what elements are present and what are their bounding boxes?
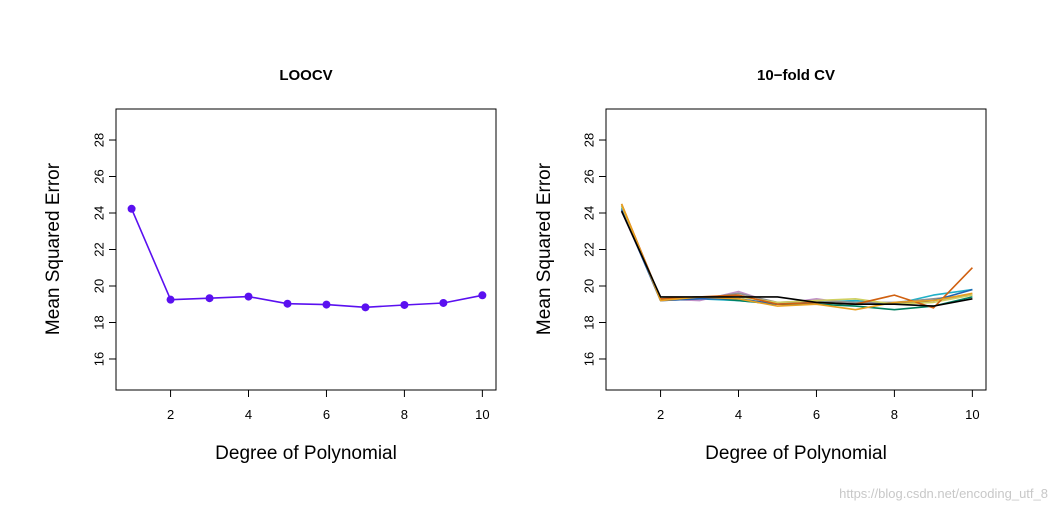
kfold-x-axis-title: Degree of Polynomial (705, 443, 887, 464)
kfold-x-tick-label: 6 (813, 407, 820, 422)
loocv-x-axis-title: Degree of Polynomial (215, 443, 397, 464)
loocv-plot-frame (115, 108, 497, 391)
loocv-x-tick-label: 6 (323, 407, 330, 422)
kfold-x-tick-label: 10 (965, 407, 979, 422)
kfold-y-tick-label: 26 (582, 169, 597, 183)
loocv-title: LOOCV (279, 67, 332, 84)
loocv-data-point (361, 303, 370, 312)
kfold-series-line-run1 (620, 207, 973, 306)
loocv-data-point (166, 295, 175, 304)
kfold-y-axis: 16 18 20 22 24 26 28 (582, 133, 606, 366)
kfold-series-line-run9 (620, 210, 973, 307)
kfold-x-axis: 2 4 6 8 10 (657, 390, 980, 422)
kfold-series-line-run3 (620, 210, 973, 306)
kfold-series-line-run6 (620, 205, 973, 306)
loocv-y-tick-label: 26 (92, 169, 107, 183)
loocv-y-tick-label: 28 (92, 133, 107, 147)
loocv-x-tick-label: 2 (167, 407, 174, 422)
kfold-x-tick-label: 2 (657, 407, 664, 422)
loocv-x-tick-label: 8 (401, 407, 408, 422)
loocv-data-point (127, 204, 136, 213)
kfold-x-tick-label: 4 (735, 407, 742, 422)
loocv-data-point (478, 291, 487, 300)
loocv-data-point (400, 300, 409, 309)
kfold-x-tick-label: 8 (891, 407, 898, 422)
loocv-data-point (322, 300, 331, 309)
kfold-plot-frame (605, 108, 987, 391)
loocv-y-axis: 16 18 20 22 24 26 28 (92, 133, 116, 366)
loocv-y-tick-label: 24 (92, 206, 107, 220)
loocv-data-point (205, 294, 214, 303)
kfold-y-tick-label: 16 (582, 352, 597, 366)
kfold-series (620, 203, 973, 311)
kfold-series-line-run2 (620, 205, 973, 311)
loocv-y-tick-label: 18 (92, 315, 107, 329)
loocv-data-point (244, 292, 253, 301)
kfold-y-tick-label: 28 (582, 133, 597, 147)
loocv-data-point (439, 298, 448, 307)
kfold-series-line-run5 (620, 209, 973, 306)
kfold-y-tick-label: 20 (582, 279, 597, 293)
loocv-x-tick-label: 4 (245, 407, 252, 422)
loocv-x-tick-label: 10 (475, 407, 489, 422)
kfold-y-tick-label: 18 (582, 315, 597, 329)
loocv-y-tick-label: 20 (92, 279, 107, 293)
kfold-series-line-run8 (620, 203, 973, 311)
kfold-series-line-run7 (620, 203, 973, 309)
kfold-y-tick-label: 24 (582, 206, 597, 220)
loocv-y-tick-label: 22 (92, 242, 107, 256)
kfold-series-line-run4 (620, 209, 973, 304)
kfold-y-tick-label: 22 (582, 242, 597, 256)
loocv-data-point (283, 299, 292, 308)
loocv-series (127, 204, 487, 312)
kfold-title: 10−fold CV (757, 67, 835, 84)
kfold-y-axis-title: Mean Squared Error (534, 162, 555, 335)
loocv-x-axis: 2 4 6 8 10 (167, 390, 490, 422)
watermark: https://blog.csdn.net/encoding_utf_8 (839, 486, 1048, 501)
loocv-y-axis-title: Mean Squared Error (43, 162, 64, 335)
loocv-y-tick-label: 16 (92, 352, 107, 366)
loocv-series-line-LOOCV (130, 208, 483, 309)
